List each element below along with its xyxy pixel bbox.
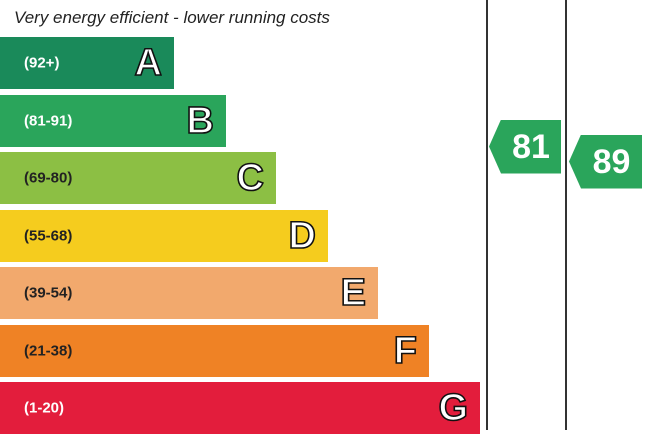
- band-letter: B: [186, 99, 215, 142]
- band-d: (55-68) D: [0, 209, 328, 262]
- band-letter: C: [236, 157, 265, 199]
- band-letter: F: [393, 329, 418, 372]
- current-rating-arrow: 81: [489, 119, 561, 174]
- band-b: (81-91) B: [0, 94, 226, 147]
- band-range-label: (39-54): [24, 284, 73, 302]
- band-range-label: (81-91): [24, 112, 73, 129]
- band-letter: E: [340, 272, 367, 314]
- band-letter: A: [134, 42, 163, 84]
- band-range-label: (92+): [24, 54, 60, 72]
- potential-rating-value: 89: [592, 142, 631, 181]
- band-letter: D: [288, 214, 317, 257]
- divider-right: [565, 0, 567, 430]
- divider-left: [486, 0, 488, 430]
- potential-rating-arrow: 89: [569, 134, 642, 189]
- band-g: (1-20) G: [0, 382, 480, 434]
- band-f: (21-38) F: [0, 324, 429, 377]
- band-c: (69-80) C: [0, 152, 276, 204]
- band-range-label: (1-20): [24, 399, 65, 417]
- band-a: (92+) A: [0, 37, 174, 89]
- band-e: (39-54) E: [0, 267, 378, 319]
- band-letter: G: [438, 387, 469, 429]
- band-range-label: (55-68): [24, 227, 73, 244]
- band-range-label: (21-38): [24, 342, 73, 359]
- current-rating-value: 81: [512, 127, 550, 166]
- band-range-label: (69-80): [24, 169, 73, 187]
- chart-header: Very energy efficient - lower running co…: [14, 8, 330, 27]
